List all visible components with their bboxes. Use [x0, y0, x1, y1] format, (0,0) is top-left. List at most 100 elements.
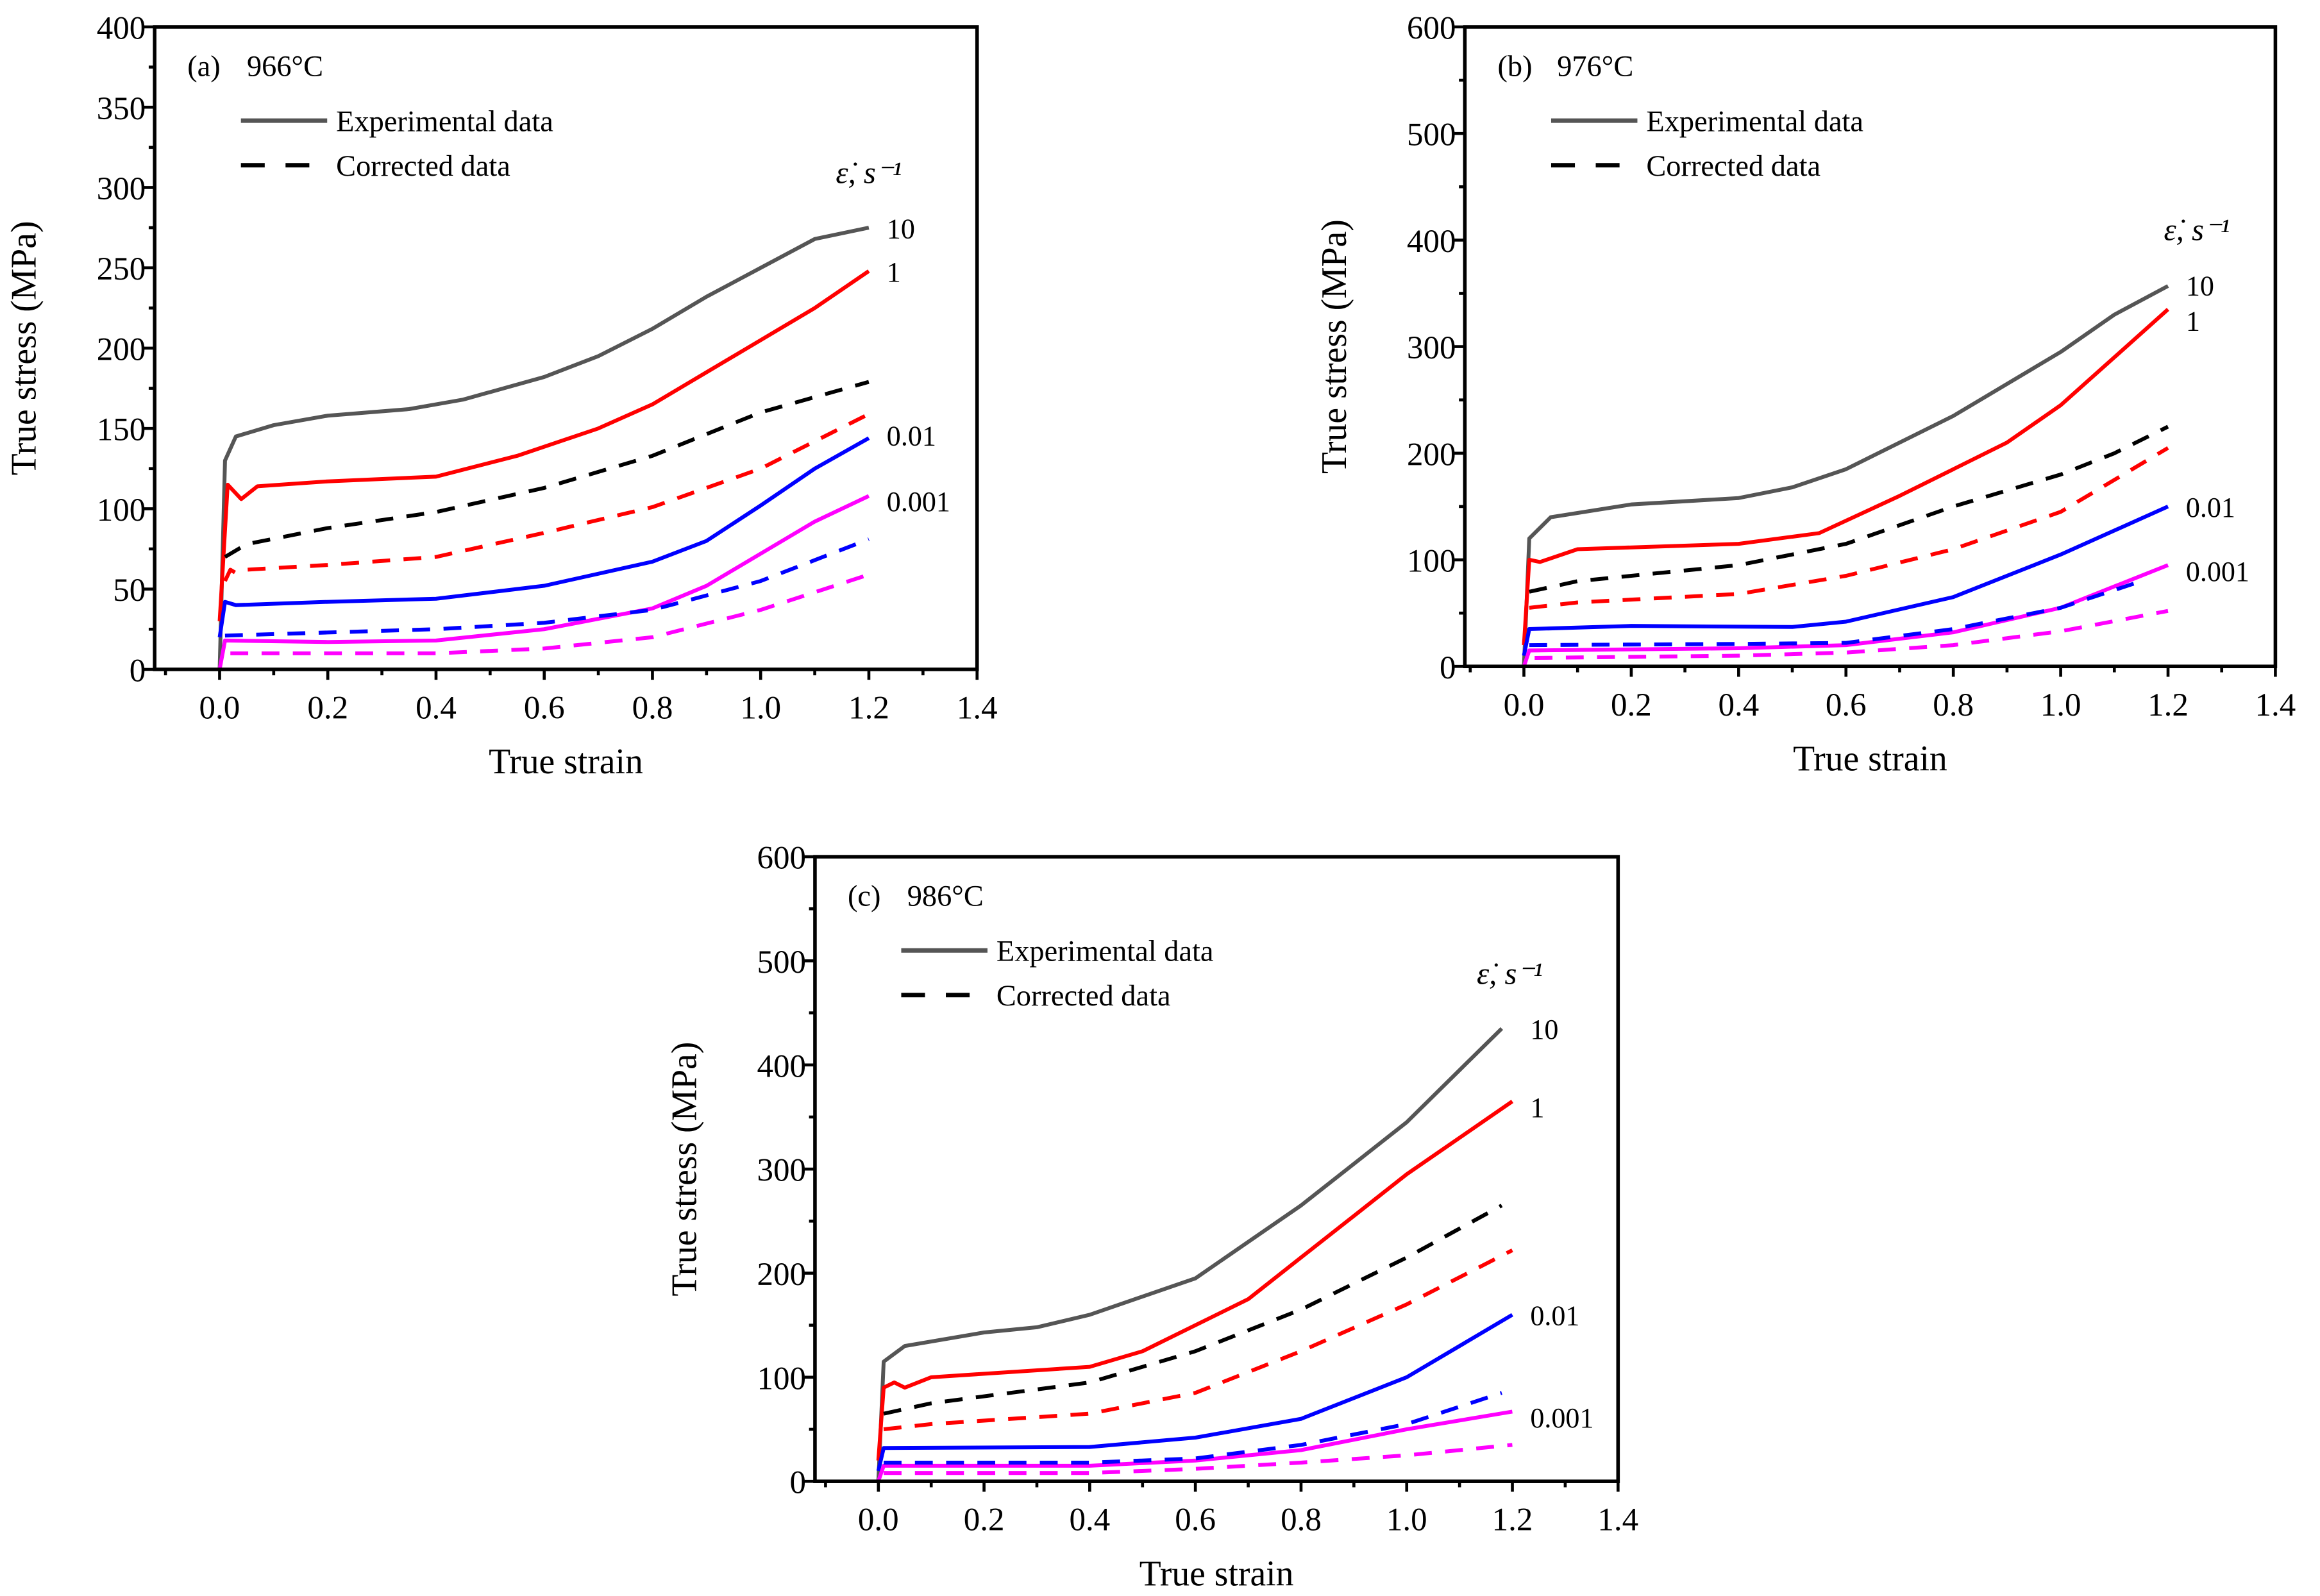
- y-tick-label: 100: [97, 492, 146, 528]
- y-tick-label: 200: [757, 1257, 806, 1293]
- x-tick-label: 0.8: [1933, 687, 1974, 723]
- x-tick-label: 1.4: [957, 690, 998, 726]
- series-corrected-10: [224, 380, 870, 559]
- series-corrected-0p01: [884, 1391, 1502, 1465]
- plot-frame: [153, 25, 979, 671]
- y-axis-title: True stress (MPa): [1315, 219, 1354, 474]
- y-tick-label: 500: [1407, 117, 1456, 153]
- y-tick-label: 100: [757, 1361, 806, 1397]
- strain-rate-label: 0.01: [1530, 1300, 1579, 1332]
- series-experimental-0p001: [217, 494, 870, 670]
- strain-rate-label: 10: [1530, 1014, 1558, 1045]
- series-experimental-10: [217, 226, 870, 669]
- panel-temperature: 976°C: [1557, 51, 1633, 83]
- panel-label: (a): [187, 51, 220, 83]
- x-axis-title: True strain: [489, 742, 643, 782]
- y-tick-label: 400: [97, 11, 146, 47]
- legend-corrected-label: Corrected data: [996, 980, 1171, 1012]
- plot-frame: [1463, 25, 2278, 669]
- strain-rate-label: 10: [887, 213, 915, 244]
- x-axis-title: True strain: [1793, 739, 1947, 779]
- x-tick-label: 0.6: [1175, 1502, 1216, 1538]
- legend-corrected-label: Corrected data: [1646, 150, 1820, 183]
- x-tick-label: 1.2: [848, 690, 889, 726]
- x-tick-label: 0.4: [416, 690, 457, 726]
- x-tick-label: 0.0: [858, 1502, 899, 1538]
- x-tick-label: 1.2: [2148, 687, 2189, 723]
- series-corrected-0p001: [884, 1443, 1513, 1475]
- series-corrected-0p01: [224, 537, 870, 638]
- series-experimental-1: [876, 1100, 1514, 1461]
- series-corrected-1: [223, 412, 870, 582]
- series-experimental-0p01: [876, 1313, 1513, 1472]
- x-tick-label: 0.8: [632, 690, 673, 726]
- y-tick-label: 500: [757, 945, 806, 980]
- y-tick-label: 200: [1407, 437, 1456, 473]
- y-tick-label: 400: [757, 1048, 806, 1084]
- panel-temperature: 986°C: [907, 880, 984, 913]
- series-corrected-10: [883, 1204, 1503, 1416]
- x-tick-label: 1.2: [1492, 1502, 1533, 1538]
- x-tick-label: 1.4: [1597, 1502, 1638, 1538]
- series-corrected-10: [1529, 424, 2169, 594]
- y-tick-label: 0: [790, 1465, 807, 1501]
- x-tick-label: 0.6: [524, 690, 565, 726]
- x-tick-label: 0.2: [1611, 687, 1652, 723]
- strain-rate-header: ε̇, s⁻¹: [2164, 213, 2230, 248]
- y-tick-label: 600: [757, 841, 806, 877]
- y-tick-label: 150: [97, 412, 146, 448]
- strain-rate-label: 1: [1530, 1092, 1544, 1123]
- x-tick-label: 0.6: [1826, 687, 1867, 723]
- series-experimental-0p01: [1522, 505, 2169, 657]
- y-tick-label: 300: [757, 1153, 806, 1189]
- legend-corrected-label: Corrected data: [336, 150, 510, 183]
- legend-experimental-label: Experimental data: [996, 935, 1214, 968]
- chart-panel-b: 0.0 0.2 0.4 0.6 0.8 1.0 1.2 1.4 0 100 200 300 400 500…: [1315, 11, 2296, 779]
- x-tick-label: 0.4: [1069, 1502, 1110, 1538]
- y-tick-label: 300: [1407, 330, 1456, 366]
- series-experimental-0p001: [1522, 563, 2169, 668]
- panel-label: (c): [848, 880, 880, 913]
- strain-rate-label: 1: [2186, 305, 2200, 337]
- panel-temperature: 966°C: [247, 51, 323, 83]
- series-experimental-0p001: [876, 1409, 1513, 1483]
- strain-rate-label: 0.001: [2186, 556, 2249, 587]
- series-experimental-0p01: [217, 436, 870, 638]
- x-tick-label: 0.2: [307, 690, 348, 726]
- y-tick-label: 100: [1407, 544, 1456, 580]
- x-tick-label: 1.4: [2255, 687, 2296, 723]
- series-corrected-0p01: [1529, 579, 2142, 648]
- y-tick-label: 50: [113, 573, 146, 609]
- x-tick-label: 0.2: [964, 1502, 1005, 1538]
- x-tick-label: 0.0: [199, 690, 240, 726]
- x-tick-label: 0.8: [1281, 1502, 1322, 1538]
- y-tick-label: 250: [97, 251, 146, 287]
- chart-panel-c: 0.0 0.2 0.4 0.6 0.8 1.0 1.2 1.4 0 100 200 300 400 500…: [664, 841, 1638, 1594]
- x-axis-title: True strain: [1139, 1554, 1294, 1594]
- y-tick-label: 600: [1407, 11, 1456, 47]
- series-experimental-10: [876, 1027, 1504, 1482]
- series-experimental-10: [1522, 284, 2169, 667]
- series-corrected-1: [883, 1248, 1513, 1432]
- y-tick-label: 0: [130, 653, 146, 689]
- x-tick-label: 1.0: [740, 690, 781, 726]
- x-tick-label: 0.0: [1504, 687, 1545, 723]
- x-tick-label: 0.4: [1718, 687, 1759, 723]
- strain-rate-label: 0.01: [887, 420, 936, 451]
- series-corrected-0p001: [1534, 609, 2169, 660]
- strain-rate-header: ε̇, s⁻¹: [836, 155, 902, 190]
- y-tick-label: 200: [97, 332, 146, 367]
- x-tick-label: 1.0: [1386, 1502, 1427, 1538]
- series-corrected-0p001: [230, 573, 870, 655]
- series-experimental-1: [1522, 308, 2169, 646]
- chart-panel-a: 0.0 0.2 0.4 0.6 0.8 1.0 1.2 1.4 0 50 100 150 200 250 3…: [4, 11, 998, 782]
- y-axis-title: True stress (MPa): [664, 1042, 704, 1297]
- y-axis-title: True stress (MPa): [4, 221, 44, 476]
- series-corrected-1: [1529, 446, 2169, 610]
- x-tick-label: 1.0: [2040, 687, 2081, 723]
- y-tick-label: 350: [97, 91, 146, 127]
- strain-rate-label: 10: [2186, 270, 2214, 301]
- y-tick-label: 400: [1407, 224, 1456, 260]
- y-tick-label: 0: [1440, 650, 1456, 686]
